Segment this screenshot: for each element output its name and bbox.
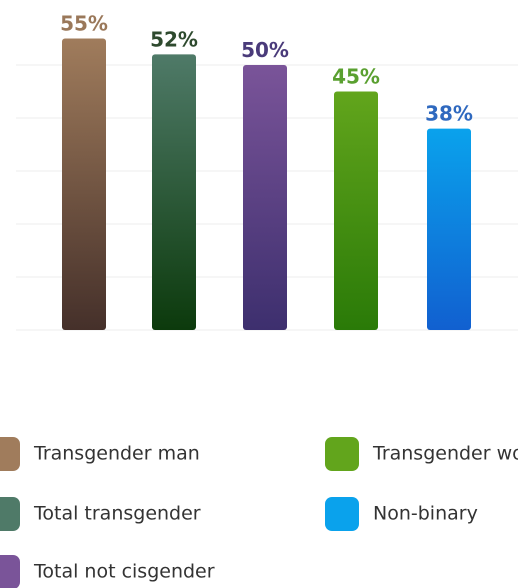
value-label: 52%	[150, 27, 198, 51]
value-label: 55%	[60, 12, 108, 36]
legend-swatch	[0, 497, 20, 531]
legend-label: Total not cisgender	[33, 561, 215, 583]
value-label: 50%	[241, 38, 289, 62]
bar	[152, 54, 196, 331]
legend-swatch	[325, 437, 359, 471]
bar	[62, 38, 106, 330]
bar	[427, 128, 471, 330]
legend-swatch	[0, 555, 20, 588]
bar	[243, 65, 287, 330]
legend-label: Transgender man	[33, 443, 200, 465]
value-label: 38%	[425, 102, 473, 126]
legend-swatch	[0, 437, 20, 471]
legend-swatch	[325, 497, 359, 531]
legend-label: Transgender woman	[372, 443, 518, 465]
legend-label: Non-binary	[373, 503, 478, 525]
bar	[334, 91, 378, 330]
legend-label: Total transgender	[33, 503, 201, 525]
value-label: 45%	[332, 65, 380, 89]
